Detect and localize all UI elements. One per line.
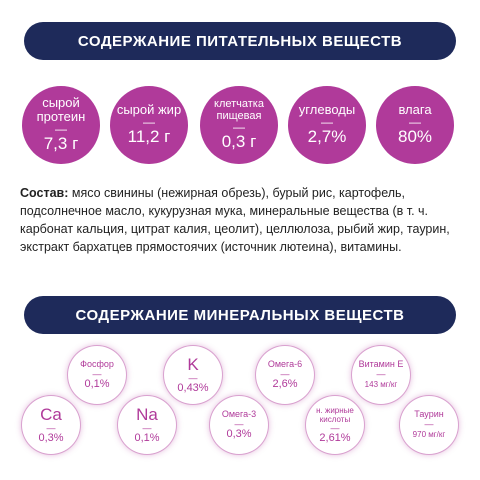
nutrient-label: сырой протеин <box>36 95 86 124</box>
nutrient-dash: — <box>143 115 155 129</box>
composition-text: Состав: мясо свинины (нежирная обрезь), … <box>20 184 460 256</box>
mineral-label: Витамин Е <box>358 359 404 369</box>
composition-body: мясо свинины (нежирная обрезь), бурый ри… <box>20 186 450 254</box>
nutrient-label: влага <box>398 102 432 117</box>
mineral-sodium: Na — 0,1% <box>118 396 176 454</box>
nutrient-label: углеводы <box>298 102 356 117</box>
nutrient-carbohydrates: углеводы — 2,7% <box>288 86 366 164</box>
mineral-omega-6: Омега-6 — 2,6% <box>256 346 314 404</box>
mineral-value: 2,61% <box>319 431 351 444</box>
minerals-header: СОДЕРЖАНИЕ МИНЕРАЛЬНЫХ ВЕЩЕСТВ <box>24 296 456 334</box>
mineral-dash: — <box>188 372 198 383</box>
mineral-phosphorus: Фосфор — 0,1% <box>68 346 126 404</box>
mineral-value: 0,3% <box>226 428 252 440</box>
mineral-dash: — <box>234 419 244 429</box>
mineral-omega-3: Омега-3 — 0,3% <box>210 396 268 454</box>
mineral-potassium: K — 0,43% <box>164 346 222 404</box>
mineral-label: Омега-3 <box>221 409 257 419</box>
mineral-taurine: Таурин — 970 мг/кг <box>400 396 458 454</box>
nutrient-label: сырой жир <box>116 102 182 117</box>
mineral-label: н. жирные кислоты <box>316 405 354 424</box>
mineral-dash: — <box>46 422 56 433</box>
mineral-label: Ca <box>40 404 62 424</box>
mineral-value: 970 мг/кг <box>412 430 446 439</box>
nutrient-dash: — <box>55 122 67 136</box>
nutrient-crude-fat: сырой жир — 11,2 г <box>110 86 188 164</box>
mineral-value: 0,1% <box>84 378 110 390</box>
mineral-dash: — <box>330 422 340 433</box>
nutrient-value: 7,3 г <box>43 134 79 153</box>
nutrient-value: 80% <box>397 127 433 146</box>
mineral-label: Na <box>136 404 158 424</box>
nutrition-header: СОДЕРЖАНИЕ ПИТАТЕЛЬНЫХ ВЕЩЕСТВ <box>24 22 456 60</box>
mineral-unsaturated-fatty-acids: н. жирные кислоты — 2,61% <box>306 396 364 454</box>
mineral-dash: — <box>376 369 386 379</box>
mineral-label: Таурин <box>414 409 444 419</box>
nutrient-value: 11,2 г <box>127 127 171 146</box>
mineral-calcium: Ca — 0,3% <box>22 396 80 454</box>
nutrient-crude-protein: сырой протеин — 7,3 г <box>22 86 100 164</box>
mineral-value: 143 мг/кг <box>364 380 398 389</box>
mineral-vitamin-e: Витамин Е — 143 мг/кг <box>352 346 410 404</box>
nutrient-dash: — <box>409 115 421 129</box>
nutrient-fiber: клетчатка пищевая — 0,3 г <box>200 86 278 164</box>
mineral-dash: — <box>280 369 290 379</box>
nutrient-label: клетчатка пищевая <box>214 98 264 122</box>
mineral-value: 2,6% <box>272 378 298 390</box>
nutrient-dash: — <box>233 120 245 134</box>
mineral-label: Омега-6 <box>267 359 303 369</box>
nutrient-value: 0,3 г <box>221 132 257 151</box>
nutrient-dash: — <box>321 115 333 129</box>
mineral-value: 0,43% <box>177 381 209 394</box>
nutrient-moisture: влага — 80% <box>376 86 454 164</box>
composition-label: Состав: <box>20 186 69 200</box>
mineral-label: K <box>187 354 199 374</box>
mineral-value: 0,1% <box>134 431 160 444</box>
nutrient-value: 2,7% <box>307 127 347 146</box>
mineral-dash: — <box>424 419 434 429</box>
mineral-dash: — <box>142 422 152 433</box>
mineral-dash: — <box>92 369 102 379</box>
mineral-value: 0,3% <box>38 431 64 444</box>
mineral-label: Фосфор <box>80 359 114 369</box>
